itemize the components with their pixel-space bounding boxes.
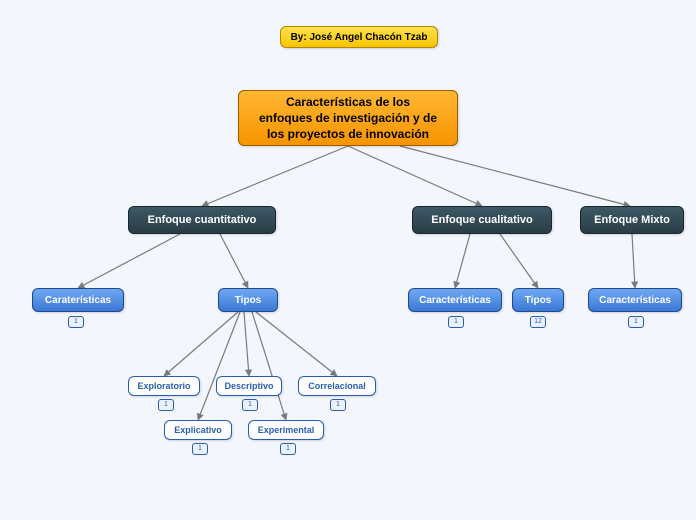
badge-label: 1 <box>454 318 458 325</box>
label: Tipos <box>235 295 261 306</box>
node-cuanti-tipos[interactable]: Tipos <box>218 288 278 312</box>
badge-cuanti-car[interactable]: 1 <box>68 316 84 328</box>
badge-descriptivo[interactable]: 1 <box>242 399 258 411</box>
label: Experimental <box>258 425 315 435</box>
badge-mixto-car[interactable]: 1 <box>628 316 644 328</box>
node-cuali-caracteristicas[interactable]: Características <box>408 288 502 312</box>
node-explicativo[interactable]: Explicativo <box>164 420 232 440</box>
badge-label: 12 <box>534 318 542 325</box>
node-enfoque-cualitativo[interactable]: Enfoque cualitativo <box>412 206 552 234</box>
badge-label: 1 <box>198 445 202 452</box>
badge-experimental[interactable]: 1 <box>280 443 296 455</box>
label: Características <box>419 295 491 306</box>
label: Enfoque Mixto <box>594 214 670 226</box>
node-cuanti-caracteristicas[interactable]: Caraterísticas <box>32 288 124 312</box>
badge-correlacional[interactable]: 1 <box>330 399 346 411</box>
badge-label: 1 <box>164 401 168 408</box>
badge-label: 1 <box>336 401 340 408</box>
node-cuali-tipos[interactable]: Tipos <box>512 288 564 312</box>
label: Explicativo <box>174 425 222 435</box>
root-label: Características de los enfoques de inves… <box>259 94 437 143</box>
label: Descriptivo <box>224 381 273 391</box>
label: Caraterísticas <box>45 295 111 306</box>
node-correlacional[interactable]: Correlacional <box>298 376 376 396</box>
label: Exploratorio <box>137 381 190 391</box>
label: Enfoque cuantitativo <box>148 214 257 226</box>
badge-label: 1 <box>634 318 638 325</box>
badge-exploratorio[interactable]: 1 <box>158 399 174 411</box>
author-label: By: José Angel Chacón Tzab <box>291 32 428 43</box>
node-descriptivo[interactable]: Descriptivo <box>216 376 282 396</box>
edges-layer <box>0 0 696 520</box>
badge-label: 1 <box>248 401 252 408</box>
author-box: By: José Angel Chacón Tzab <box>280 26 438 48</box>
node-exploratorio[interactable]: Exploratorio <box>128 376 200 396</box>
root-node[interactable]: Características de los enfoques de inves… <box>238 90 458 146</box>
node-experimental[interactable]: Experimental <box>248 420 324 440</box>
badge-label: 1 <box>74 318 78 325</box>
label: Enfoque cualitativo <box>431 214 532 226</box>
node-mixto-caracteristicas[interactable]: Características <box>588 288 682 312</box>
label: Correlacional <box>308 381 366 391</box>
badge-explicativo[interactable]: 1 <box>192 443 208 455</box>
label: Características <box>599 295 671 306</box>
node-enfoque-mixto[interactable]: Enfoque Mixto <box>580 206 684 234</box>
label: Tipos <box>525 295 551 306</box>
badge-label: 1 <box>286 445 290 452</box>
badge-cuali-car[interactable]: 1 <box>448 316 464 328</box>
node-enfoque-cuantitativo[interactable]: Enfoque cuantitativo <box>128 206 276 234</box>
badge-cuali-tipos[interactable]: 12 <box>530 316 546 328</box>
